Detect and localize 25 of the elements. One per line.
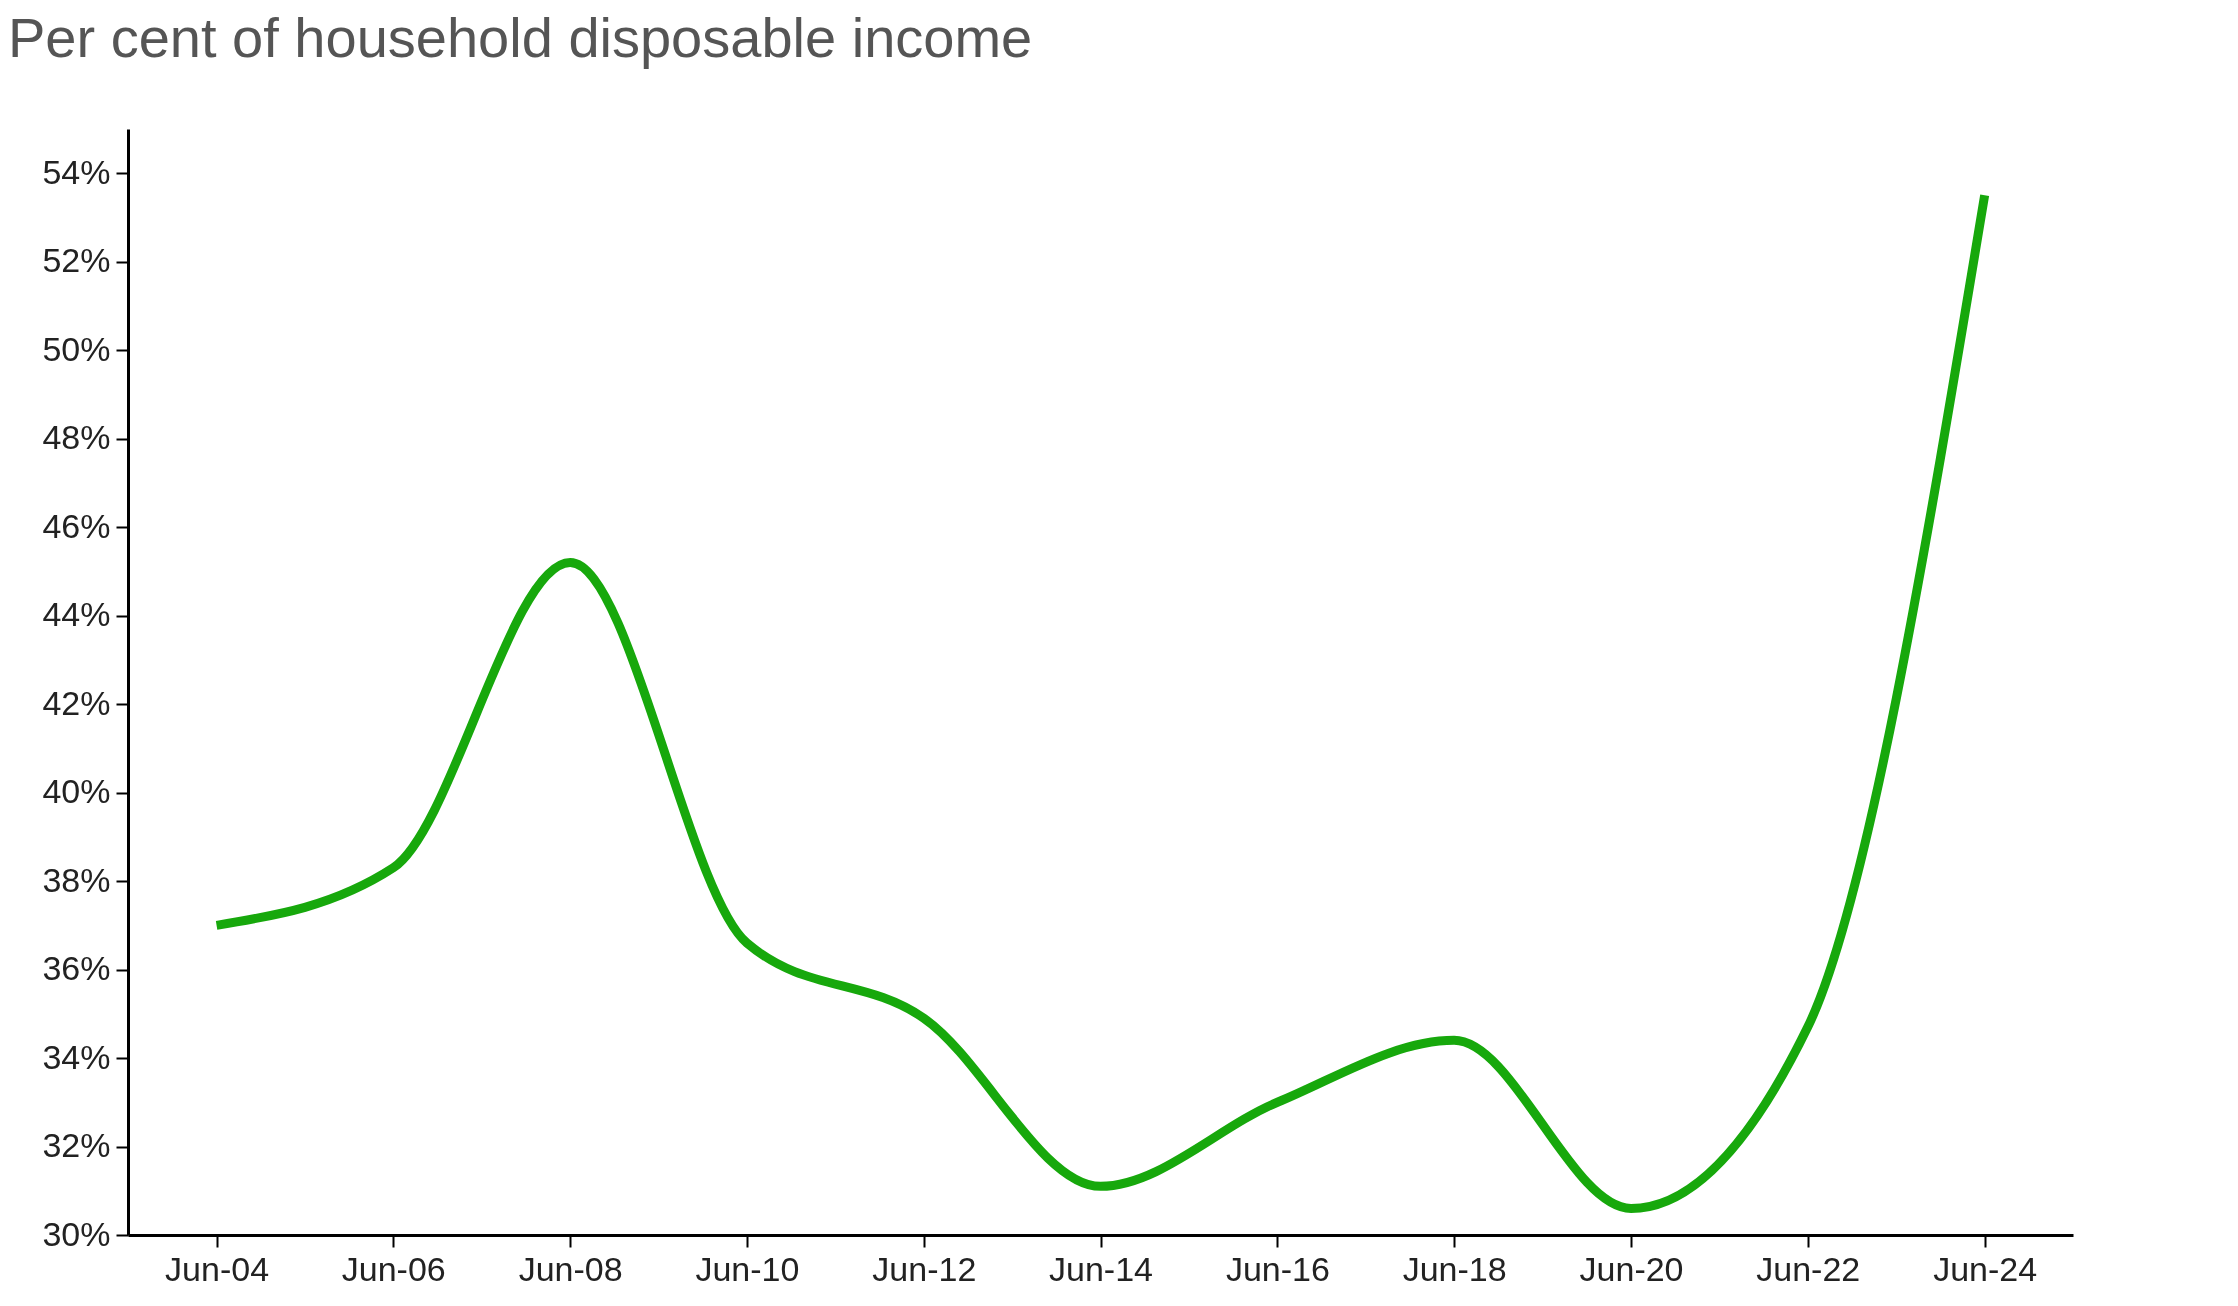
x-tick-label: Jun-20 [1579,1249,1684,1288]
x-tick-label: Jun-08 [518,1249,623,1288]
x-tick-label: Jun-06 [341,1249,446,1288]
x-tick-label: Jun-14 [1049,1249,1153,1288]
y-tick-label: 40% [42,772,111,811]
y-tick-label: 46% [42,506,111,545]
y-tick-label: 30% [42,1214,111,1253]
y-tick-label: 34% [42,1037,111,1076]
x-tick-label: Jun-22 [1756,1249,1861,1288]
x-tick-label: Jun-12 [872,1249,977,1288]
y-tick-label: 32% [42,1126,111,1165]
y-tick-label: 54% [42,152,111,191]
x-tick-label: Jun-04 [165,1249,270,1288]
x-tick-label: Jun-10 [695,1249,800,1288]
x-tick-label: Jun-16 [1225,1249,1330,1288]
y-tick-label: 42% [42,683,111,722]
chart-title: Per cent of household disposable income [8,6,1033,69]
y-tick-label: 48% [42,418,111,457]
y-tick-label: 44% [42,595,111,634]
y-tick-label: 50% [42,329,111,368]
y-tick-label: 52% [42,241,111,280]
y-tick-label: 38% [42,860,111,899]
y-tick-label: 36% [42,949,111,988]
x-tick-label: Jun-18 [1402,1249,1507,1288]
x-tick-label: Jun-24 [1933,1249,2038,1288]
